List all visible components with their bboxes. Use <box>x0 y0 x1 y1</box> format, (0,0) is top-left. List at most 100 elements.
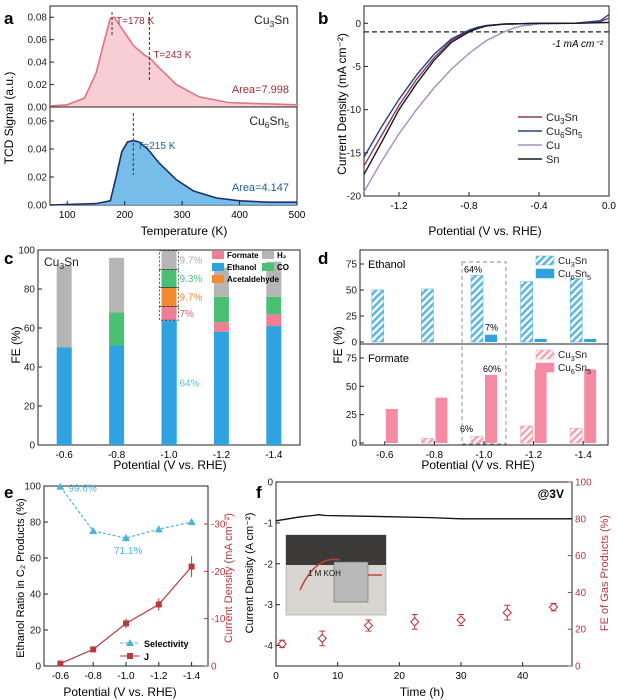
panel-a-peak-label: T=243 K <box>153 50 191 61</box>
panel-d-bar-Cu3Sn <box>569 278 583 343</box>
panel-f-y-right-tick-label: 60 <box>575 551 587 562</box>
panel-f-fe-point <box>277 639 287 649</box>
panel-a-y-tick-label: 0.06 <box>28 35 48 46</box>
panel-b-x-label: Potential (V vs. RHE) <box>428 224 541 238</box>
panel-a: a 0.000.020.040.060.08 T=178 KT=243 KCu3S… <box>2 5 306 238</box>
panel-a-legend-Cu3Sn-part: Cu <box>254 13 269 27</box>
panel-b-legend-label-Cu6Sn5-part: Cu <box>546 126 560 138</box>
panel-b-legend-label-Cu3Sn-part: Cu <box>546 112 560 124</box>
panel-d-legend-label-Cu6Sn5-part: Sn <box>575 363 587 374</box>
panel-a-legend-Cu6Sn5-part: 5 <box>284 120 289 130</box>
panel-d-x-tick-label: -1.4 <box>575 450 593 461</box>
panel-c-bar-Ethanol <box>161 320 177 445</box>
panel-d-legend-label-Cu3Sn-part: 3 <box>571 260 575 269</box>
panel-b-legend-label-Cu3Sn-part: 3 <box>560 117 565 126</box>
panel-b-lsv-plot: 0-5-10-15-20-1.2 -0.8 -0.4 0.0-1 mA cm⁻²Cu3… <box>347 5 616 212</box>
panel-a-y-tick-label: 0.00 <box>28 103 48 114</box>
panel-e-x-tick-label: -1.2 <box>150 671 168 682</box>
panel-f-frame <box>275 481 573 667</box>
panel-f-current-line <box>275 514 572 522</box>
panel-d-legend-label-Cu6Sn5-part: 5 <box>587 367 591 376</box>
panel-a-legend-Cu6Sn5: Cu6Sn5 <box>249 114 289 130</box>
panel-a-peak-label: T=215 K <box>137 141 175 152</box>
panel-c-annotation-box <box>159 306 179 321</box>
panel-d-bar-Cu3Sn <box>371 289 385 343</box>
panel-f-x-tick-label: 30 <box>455 671 467 682</box>
panel-c-legend-label-Formate: Formate <box>227 251 259 260</box>
panel-e-letter: e <box>4 483 13 502</box>
panel-d-y-label: FE (%) <box>331 326 345 363</box>
panel-e-selectivity-point <box>122 534 130 542</box>
panel-b-y-tick-label: -5 <box>352 62 361 73</box>
panel-b-legend-label-Cu3Sn: Cu3Sn <box>546 112 578 126</box>
panel-b-x-tick-label: -0.4 <box>530 201 548 212</box>
panel-f-fe-point <box>456 615 466 625</box>
panel-d-bar-Cu6Sn5 <box>485 375 497 443</box>
panel-b-legend-label-Cu6Sn5-part: Sn <box>564 126 577 138</box>
panel-d-y-tick-label: 0 <box>351 338 357 349</box>
panel-c-legend-label-CO: CO <box>277 263 289 272</box>
panel-c-title: Cu3Sn <box>44 255 79 271</box>
panel-b-legend-label-Cu3Sn-part: Sn <box>564 112 577 124</box>
panel-e-selectivity-plot: 0 20 40 60 80 100 0 -10 -20 -30 -0.6 -0.8 -1.0 -1.2 -1… <box>24 482 226 683</box>
panel-a-area-Cu6Sn5 <box>50 140 297 205</box>
panel-d-legend-label-Cu3Sn-part: Sn <box>575 256 587 267</box>
panel-c-x-tick-label: -0.6 <box>56 450 74 461</box>
panel-e-x-label: Potential (V vs. RHE) <box>63 685 176 699</box>
panel-a-x-tick-label: 500 <box>289 210 306 221</box>
panel-e-x-tick-label: -0.6 <box>52 671 70 682</box>
panel-c-bar-Ethanol <box>213 331 229 445</box>
panel-d-legend-label-Cu3Sn-part: 3 <box>571 354 575 363</box>
panel-c-bar-CO <box>266 296 282 315</box>
panel-e-selectivity-line <box>59 486 192 539</box>
panel-b-series-Sn <box>363 21 610 175</box>
panel-d-y-tick-label: 50 <box>346 382 358 393</box>
panel-d-bar-Cu6Sn5 <box>385 409 398 443</box>
panel-c-y-tick-label: 0 <box>29 441 35 452</box>
panel-b-y-tick-label: -20 <box>347 192 362 203</box>
panel-a-legend-Cu3Sn-part: 3 <box>270 19 275 29</box>
panel-c-bar-H2 <box>161 250 177 270</box>
panel-d-legend-label-Cu6Sn5: Cu6Sn5 <box>558 269 591 282</box>
panel-d-legend-label-Cu6Sn5-part: Cu <box>558 363 571 374</box>
panel-a-x-label: Temperature (K) <box>141 224 228 238</box>
panel-c-legend-label-Acetaldehyde: Acetaldehyde <box>227 275 280 284</box>
panel-d-x-tick-label: -1.2 <box>525 450 543 461</box>
panel-e-selectivity-point <box>154 525 163 533</box>
panel-d-y-tick-label: 75 <box>346 354 358 365</box>
panel-c-fe-bar-plot: 0 20 40 60 80 100 -0.6 -0.8 -1.0 -1.2 -1.4 9.7% 9.3%… <box>18 246 301 461</box>
panel-d-bar-Cu3Sn <box>569 427 583 444</box>
panel-c-title-part: 3 <box>59 261 64 271</box>
panel-a-y-label: TCD Signal (a.u.) <box>2 72 16 165</box>
panel-a-legend-Cu6Sn5-part: 6 <box>265 120 270 130</box>
panel-b-reference-label: -1 mA cm⁻² <box>552 39 604 50</box>
panel-e-legend-marker-selectivity <box>126 639 134 646</box>
panel-e-selectivity-point <box>187 518 196 525</box>
panel-f-y-left-tick-label: -1 <box>264 518 273 529</box>
panel-f-y-left-tick-label: 0 <box>267 478 273 489</box>
panel-c-y-tick-label: 60 <box>24 324 36 335</box>
panel-d-x-label: Potential (V vs. RHE) <box>421 458 534 472</box>
panel-f-x-tick-label: 10 <box>332 671 344 682</box>
panel-d-legend-label-Cu3Sn-part: Sn <box>575 350 587 361</box>
panel-d-y-tick-label: 50 <box>346 286 358 297</box>
panel-c-legend-swatch-CO <box>262 263 274 271</box>
panel-c-legend-swatch-Acetaldehyde <box>212 275 224 283</box>
panel-f-fe-point <box>548 602 559 612</box>
panel-d-legend-label-Cu6Sn5-part: 5 <box>587 273 591 282</box>
panel-c-title-part: Sn <box>64 255 79 269</box>
panel-d-bar-Cu3Sn <box>421 438 434 444</box>
panel-c-bar-CO <box>109 312 125 346</box>
panel-f-y-right-tick-label: 80 <box>575 514 587 525</box>
panel-d-y-tick-label: 0 <box>351 439 357 450</box>
panel-d-legend-swatch-Cu3Sn <box>535 255 555 266</box>
panel-d-x-tick-label: -1.0 <box>475 450 493 461</box>
panel-e-y-right-tick-label: -20 <box>211 567 226 578</box>
panel-e-legend-label-selectivity: Selectivity <box>144 639 189 649</box>
panel-c-legend-label-Ethanol: Ethanol <box>227 263 256 272</box>
panel-c-annotation-box <box>159 269 179 289</box>
panel-d-bar-Cu6Sn5 <box>485 334 497 342</box>
panel-a-y-tick-label: 0.02 <box>28 80 48 91</box>
panel-a-peak-label: T=178 K <box>116 16 154 27</box>
